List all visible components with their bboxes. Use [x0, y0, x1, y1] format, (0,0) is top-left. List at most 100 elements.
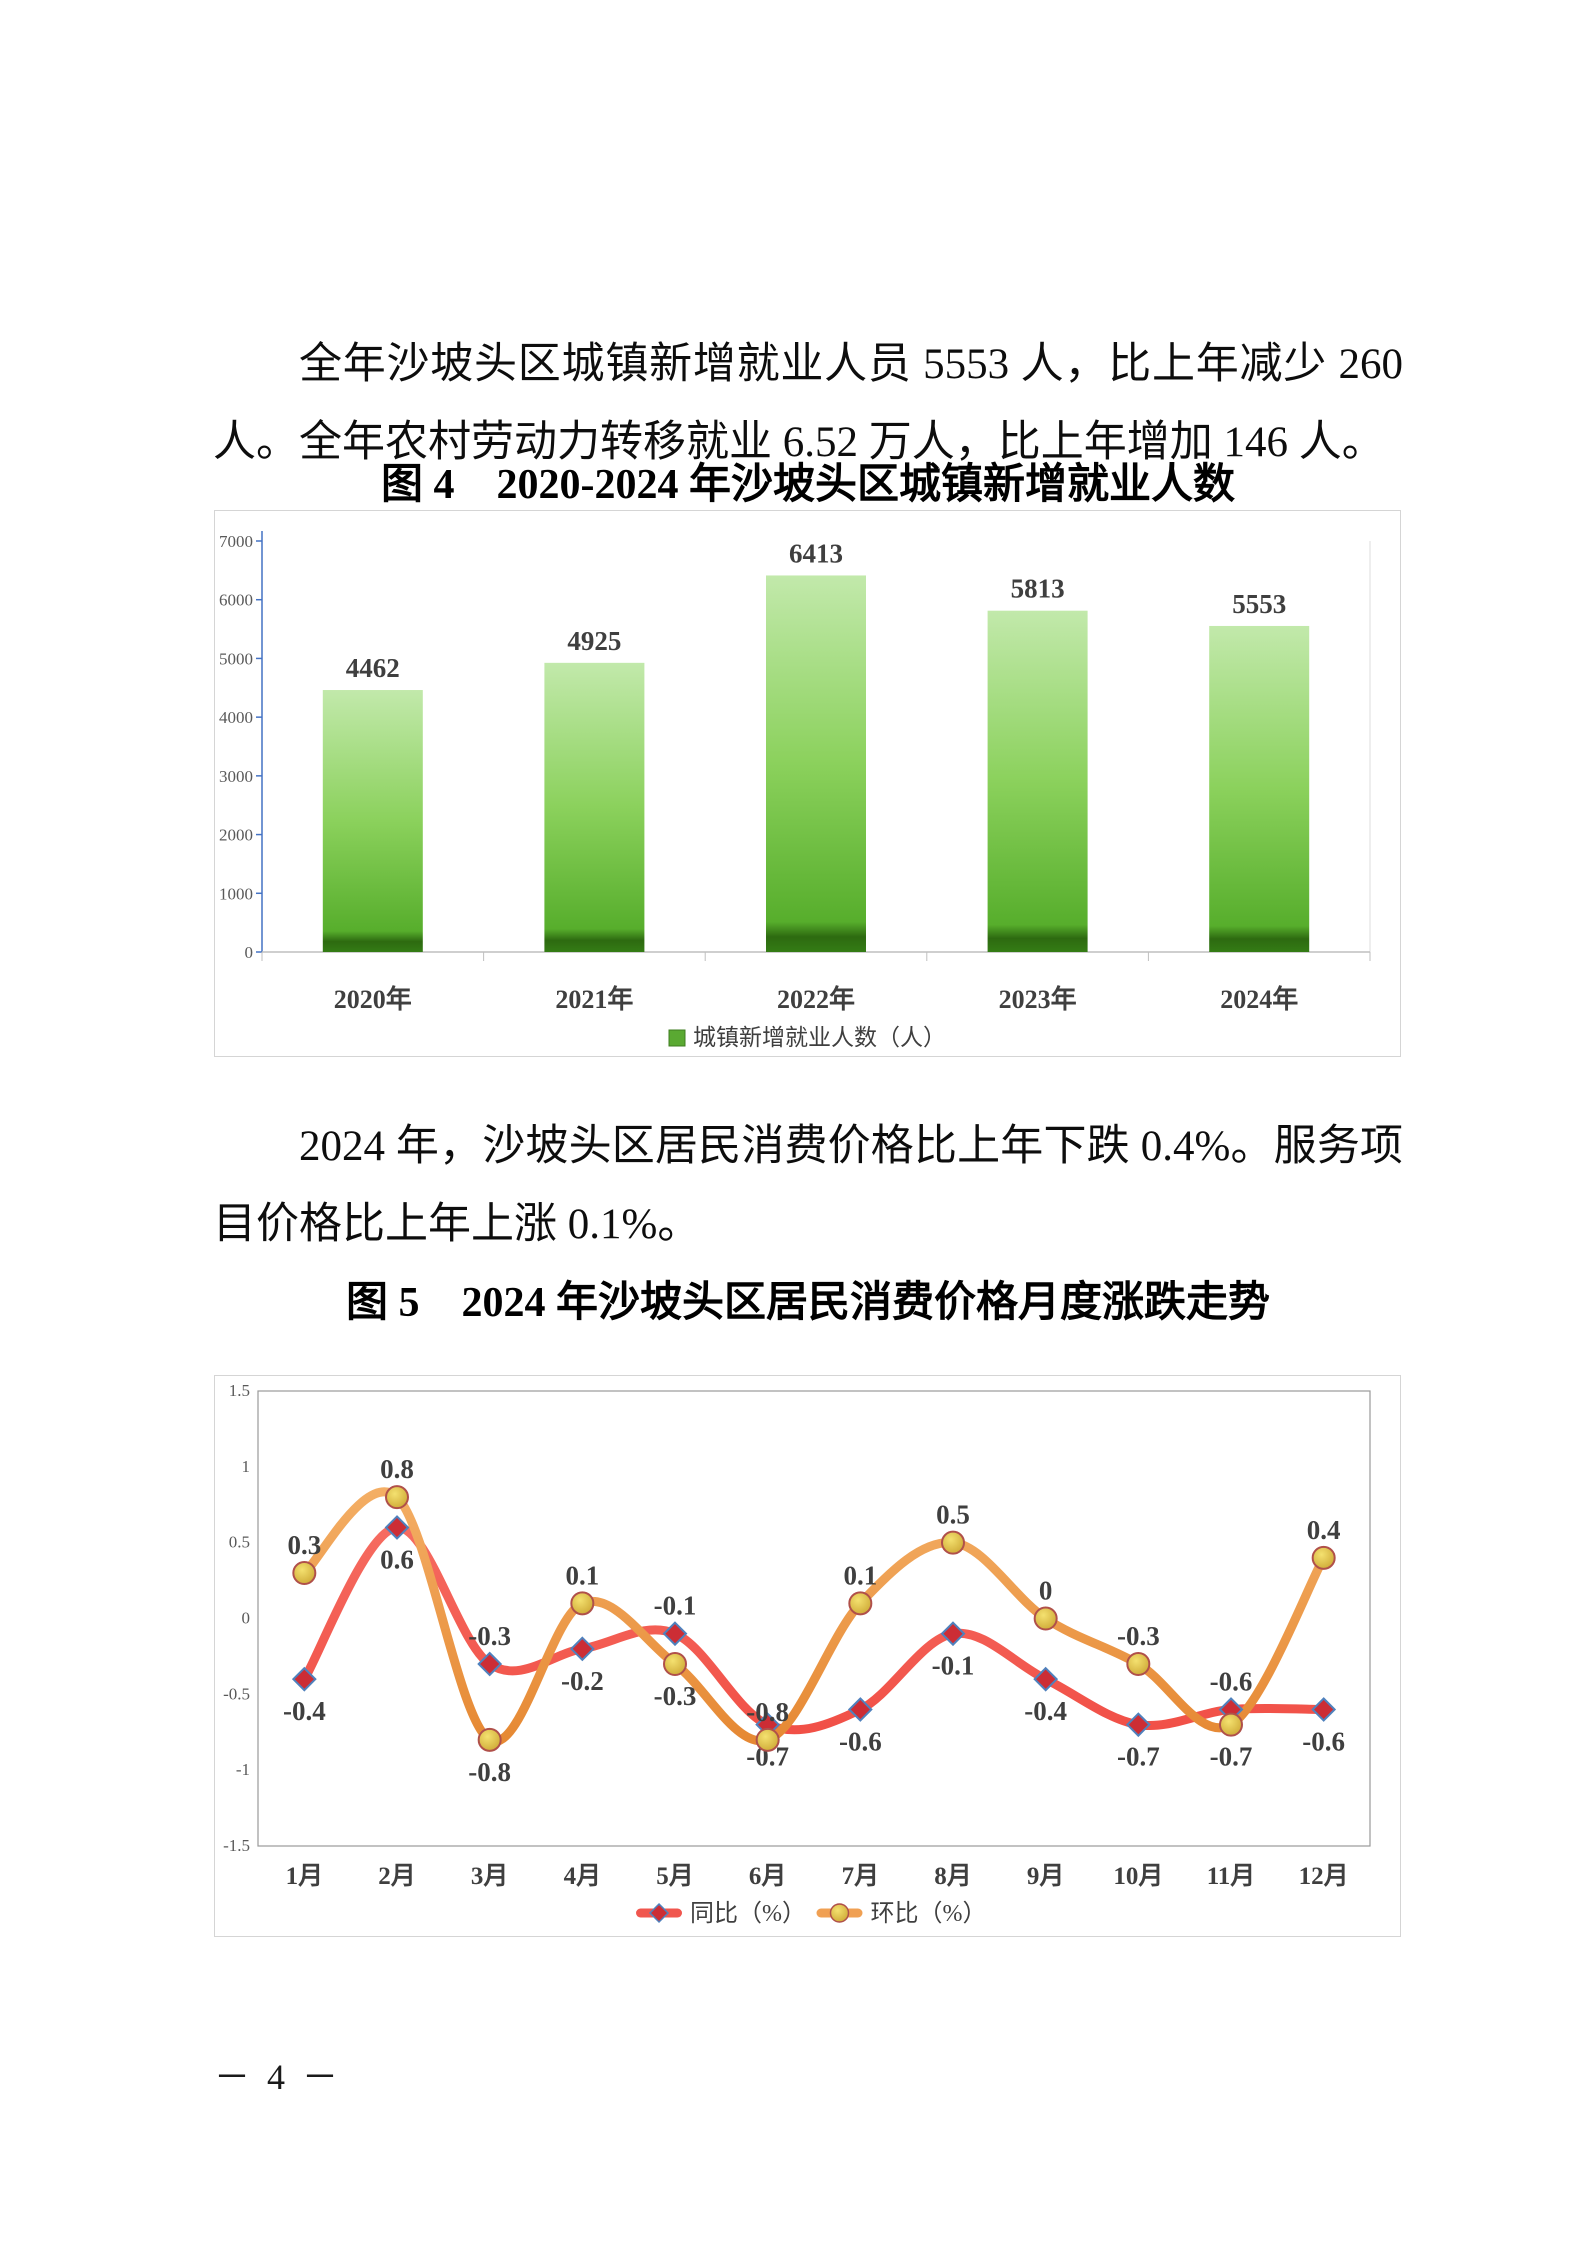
y-tick-label: 3000 [219, 767, 253, 786]
x-month-label: 7月 [842, 1863, 880, 1890]
point-value-label: 0.3 [287, 1530, 321, 1560]
point-value-label: -0.6 [1210, 1667, 1253, 1697]
legend-diamond-icon [648, 1902, 670, 1924]
y-tick-label: -0.5 [223, 1684, 250, 1703]
x-month-label: 6月 [749, 1863, 787, 1890]
point-value-label: -0.8 [468, 1757, 511, 1787]
legend-label: 城镇新增就业人数（人） [693, 1025, 946, 1050]
y-tick-label: 2000 [219, 826, 253, 845]
x-month-label: 9月 [1027, 1863, 1065, 1890]
x-month-label: 10月 [1113, 1863, 1163, 1890]
employment-bar-chart-svg: 0 1000 2000 3000 4000 5000 6000 7000 4462 2020年 49… [219, 531, 1371, 1050]
paragraph-cpi: 2024 年，沙坡头区居民消费价格比上年下跌 0.4%。服务项目价格比上年上涨 … [213, 1123, 1403, 1248]
x-month-label: 12月 [1299, 1863, 1349, 1890]
point-value-label: -0.6 [839, 1727, 882, 1757]
marker-huanbi [292, 1561, 317, 1585]
figure5-title: 图 5 2024 年沙坡头区居民消费价格月度涨跌走势 [345, 1280, 1270, 1326]
marker-huanbi [477, 1727, 502, 1752]
y-tick-label: 1000 [219, 884, 253, 903]
x-category-label: 2023年 [999, 984, 1077, 1014]
point-value-label: -0.3 [1117, 1621, 1160, 1651]
bar-value-label: 5813 [1011, 574, 1065, 604]
y-tick-label: 0 [242, 1609, 251, 1628]
marker-tongbi [1125, 1712, 1151, 1738]
y-tick-label: 0 [245, 943, 254, 962]
x-month-label: 3月 [471, 1863, 509, 1890]
legend-circle-icon [829, 1903, 850, 1923]
x-category-label: 2020年 [334, 984, 412, 1014]
point-value-label: -0.4 [1024, 1696, 1067, 1726]
y-tick-label: 7000 [219, 532, 253, 551]
bar-2020年 [322, 690, 423, 952]
y-tick-label: 1 [242, 1457, 251, 1476]
x-category-label: 2021年 [555, 984, 633, 1014]
point-value-label: -0.2 [561, 1666, 604, 1696]
x-month-label: 1月 [286, 1863, 324, 1890]
legend-label: 环比（%） [871, 1900, 987, 1927]
marker-tongbi [662, 1621, 688, 1647]
y-tick-label: 5000 [219, 649, 253, 668]
bar-value-label: 6413 [789, 538, 843, 568]
point-value-label: 0.1 [565, 1560, 599, 1590]
cpi-line-chart-svg: 1.5 1 0.5 0 -0.5 -1 -1.5 1月 2月 3月 4月 5月 6月 7月 8月 9月 10月 1… [223, 1381, 1371, 1927]
legend-label: 同比（%） [690, 1900, 806, 1927]
x-category-label: 2024年 [1220, 984, 1298, 1014]
y-tick-label: 6000 [219, 591, 253, 610]
marker-huanbi [941, 1530, 965, 1555]
marker-huanbi [1126, 1652, 1151, 1676]
point-value-label: -0.4 [283, 1696, 326, 1726]
marker-tongbi [477, 1651, 503, 1677]
marker-huanbi [663, 1652, 687, 1676]
marker-tongbi [847, 1697, 873, 1722]
marker-tongbi [569, 1636, 595, 1662]
legend-swatch [668, 1029, 686, 1047]
bar-2021年 [544, 662, 645, 952]
x-month-label: 5月 [656, 1863, 694, 1890]
paragraph-employment: 全年沙坡头区城镇新增就业人员 5553 人，比上年减少 260 人。全年农村劳动… [213, 341, 1403, 466]
y-tick-label: -1 [236, 1760, 250, 1779]
point-value-label: -0.3 [654, 1681, 697, 1711]
y-tick-label: -1.5 [223, 1836, 250, 1855]
bar-value-label: 5553 [1232, 589, 1286, 619]
figure4-bar-chart: 0 1000 2000 3000 4000 5000 6000 7000 4462 2020年 49… [214, 510, 1401, 1057]
marker-tongbi [1311, 1697, 1337, 1722]
marker-tongbi [291, 1666, 317, 1692]
marker-huanbi [1311, 1545, 1336, 1570]
point-value-label: 0.5 [936, 1500, 970, 1530]
point-value-label: 0.4 [1307, 1515, 1341, 1545]
page-number: － 4 － [214, 2057, 343, 2097]
x-month-label: 8月 [934, 1863, 972, 1890]
series-line-环比（%） [299, 1487, 1329, 1746]
marker-tongbi [1033, 1666, 1059, 1692]
bar-2022年 [766, 575, 866, 952]
y-tick-label: 0.5 [229, 1533, 250, 1552]
y-tick-label: 1.5 [229, 1381, 250, 1400]
point-value-label: 0.1 [843, 1560, 877, 1590]
point-value-label: -0.6 [1302, 1727, 1345, 1757]
figure4-title: 图 4 2020-2024 年沙坡头区城镇新增就业人数 [381, 462, 1235, 508]
x-month-label: 4月 [564, 1863, 602, 1890]
x-month-label: 2月 [378, 1863, 416, 1890]
marker-huanbi [848, 1591, 873, 1616]
marker-huanbi [1219, 1712, 1243, 1737]
bar-value-label: 4925 [567, 626, 621, 656]
marker-tongbi [384, 1515, 410, 1540]
y-tick-label: 4000 [219, 708, 253, 727]
marker-huanbi [1033, 1606, 1058, 1631]
marker-huanbi [570, 1591, 595, 1616]
point-value-label: 0.8 [380, 1454, 414, 1484]
point-value-label: -0.7 [1117, 1742, 1160, 1772]
point-value-label: -0.7 [1210, 1742, 1253, 1772]
point-value-label: -0.8 [746, 1697, 789, 1727]
plot-border [257, 1390, 1371, 1847]
x-month-label: 11月 [1207, 1863, 1256, 1890]
point-value-label: 0 [1039, 1576, 1053, 1606]
point-value-label: -0.1 [932, 1651, 975, 1681]
bar-2024年 [1209, 625, 1310, 952]
marker-huanbi [755, 1727, 780, 1752]
bar-value-label: 4462 [346, 653, 400, 683]
marker-huanbi [385, 1485, 409, 1510]
x-category-label: 2022年 [777, 984, 855, 1014]
point-value-label: -0.3 [468, 1621, 511, 1651]
